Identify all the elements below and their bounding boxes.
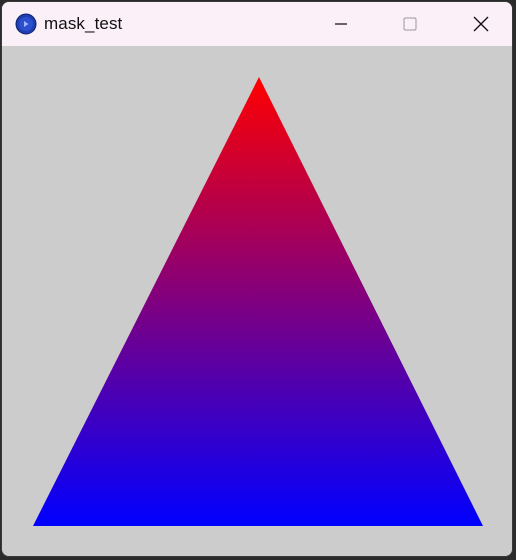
gradient-triangle xyxy=(33,77,483,526)
window-title: mask_test xyxy=(44,14,122,34)
minimize-icon xyxy=(333,16,349,32)
minimize-button[interactable] xyxy=(318,2,364,46)
title-bar[interactable]: mask_test xyxy=(2,2,512,46)
canvas-drawing xyxy=(2,46,513,557)
maximize-icon xyxy=(402,16,418,32)
maximize-button[interactable] xyxy=(387,2,433,46)
processing-app-icon xyxy=(15,13,37,35)
close-button[interactable] xyxy=(458,2,504,46)
close-icon xyxy=(472,15,490,33)
sketch-canvas[interactable] xyxy=(2,46,512,557)
